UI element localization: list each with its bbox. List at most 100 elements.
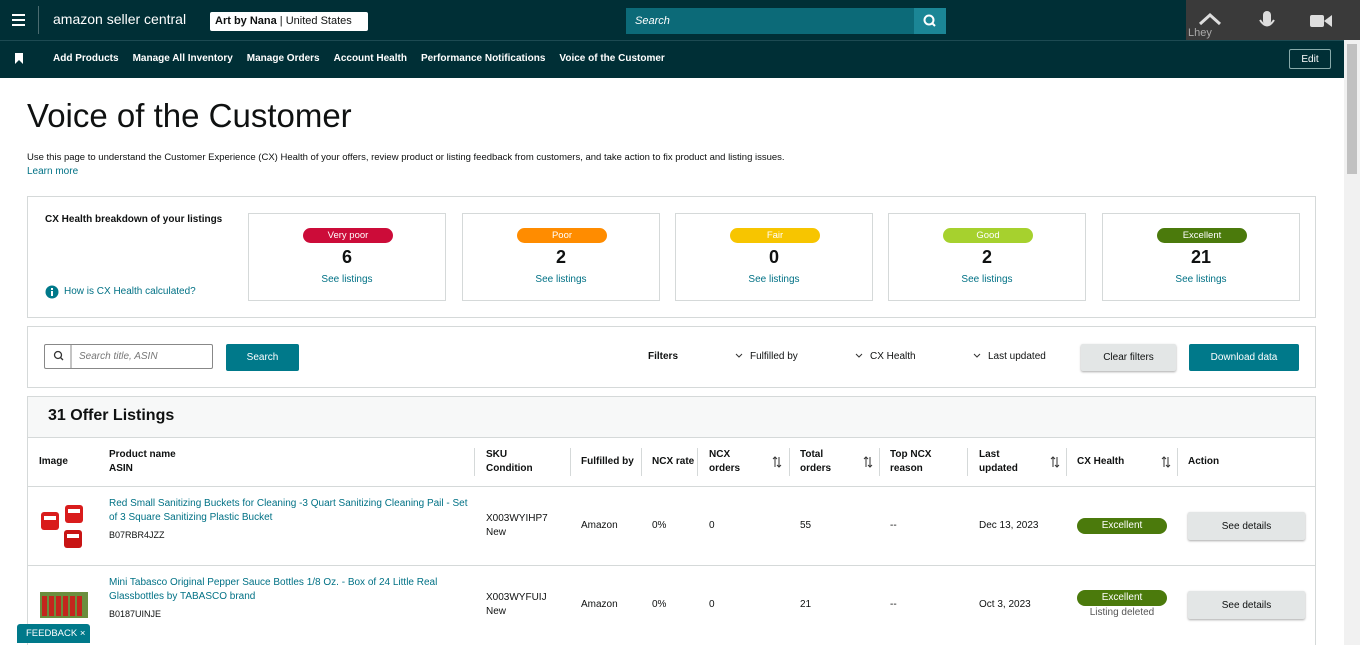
condition: New bbox=[486, 606, 507, 617]
marketplace: United States bbox=[285, 15, 352, 27]
nav-item[interactable]: Voice of the Customer bbox=[559, 53, 665, 64]
page-title: Voice of the Customer bbox=[27, 97, 352, 134]
cx-card: Poor 2 See listings bbox=[462, 213, 660, 301]
column-separator bbox=[697, 448, 698, 476]
cx-link[interactable]: See listings bbox=[321, 274, 373, 285]
search-button[interactable] bbox=[914, 8, 946, 34]
column-header: Action bbox=[1188, 456, 1220, 467]
column-header: Image bbox=[39, 456, 68, 467]
cx-link[interactable]: See listings bbox=[535, 274, 587, 285]
table-title-bar bbox=[28, 397, 1315, 438]
sort-icon[interactable] bbox=[772, 455, 782, 473]
cx-link[interactable]: See listings bbox=[1175, 274, 1227, 285]
store-selector[interactable]: Art by Nana | United States bbox=[210, 12, 368, 31]
nav-bar bbox=[0, 40, 1344, 78]
menu-icon[interactable] bbox=[12, 14, 26, 26]
search-button[interactable]: Search bbox=[226, 344, 299, 371]
feedback-label: FEEDBACK bbox=[26, 628, 78, 639]
download-data[interactable]: Download data bbox=[1189, 344, 1299, 371]
column-header: SKU bbox=[486, 449, 508, 460]
column-separator bbox=[474, 448, 475, 476]
filter-dropdown[interactable]: Fulfilled by bbox=[735, 351, 798, 362]
row-divider bbox=[28, 486, 1315, 487]
cx-help[interactable]: How is CX Health calculated? bbox=[64, 286, 196, 297]
brand[interactable]: amazon seller central bbox=[53, 11, 187, 27]
last-updated: Oct 3, 2023 bbox=[979, 599, 1031, 610]
top-ncx-reason: -- bbox=[890, 599, 897, 610]
column-separator bbox=[641, 448, 642, 476]
learn-more[interactable]: Learn more bbox=[27, 166, 79, 177]
asin: B07RBR4JZZ bbox=[109, 530, 165, 540]
search-box[interactable]: Search title, ASIN bbox=[44, 344, 213, 369]
cx-card: Good 2 See listings bbox=[888, 213, 1086, 301]
call-user: Lhey bbox=[1188, 27, 1212, 39]
product-image bbox=[40, 592, 88, 618]
bookmark-icon[interactable] bbox=[14, 53, 24, 65]
see-details[interactable]: See details bbox=[1188, 512, 1305, 540]
cx-count: 0 bbox=[768, 247, 779, 267]
cx-health-pill: Excellent bbox=[1077, 590, 1167, 606]
cx-count: 6 bbox=[341, 247, 352, 267]
see-details[interactable]: See details bbox=[1188, 591, 1305, 619]
column-header: Total bbox=[800, 449, 824, 460]
sku: X003WYIHP7 bbox=[486, 513, 548, 524]
sort-icon[interactable] bbox=[1050, 455, 1060, 473]
cx-card: Very poor 6 See listings bbox=[248, 213, 446, 301]
clear-filters[interactable]: Clear filters bbox=[1081, 344, 1176, 371]
fulfilled-by: Amazon bbox=[581, 599, 618, 610]
cx-link[interactable]: See listings bbox=[961, 274, 1013, 285]
condition: New bbox=[486, 527, 507, 538]
info-icon bbox=[45, 285, 59, 299]
total-orders: 55 bbox=[800, 520, 812, 531]
column-header: reason bbox=[890, 463, 923, 474]
cx-pill: Fair bbox=[730, 228, 820, 243]
ncx-orders: 0 bbox=[709, 599, 715, 610]
scrollbar[interactable] bbox=[1344, 40, 1360, 645]
row-divider bbox=[28, 565, 1315, 566]
dropdown-label: Fulfilled by bbox=[750, 351, 798, 362]
column-separator bbox=[789, 448, 790, 476]
dropdown-label: Last updated bbox=[988, 351, 1046, 362]
call-overlay: Lhey bbox=[1186, 0, 1360, 42]
cx-health-pill: Excellent bbox=[1077, 518, 1167, 534]
nav-item[interactable]: Add Products bbox=[53, 53, 119, 64]
filter-dropdown[interactable]: Last updated bbox=[973, 351, 1046, 362]
divider bbox=[38, 6, 39, 34]
sort-icon[interactable] bbox=[1161, 455, 1171, 473]
search-input[interactable]: Search bbox=[626, 8, 914, 34]
product-name[interactable]: Mini Tabasco Original Pepper Sauce Bottl… bbox=[109, 577, 438, 602]
total-orders: 21 bbox=[800, 599, 812, 610]
listings-table bbox=[27, 396, 1316, 645]
cx-count: 2 bbox=[981, 247, 992, 267]
store: Art by Nana bbox=[215, 15, 277, 27]
cx-health-panel bbox=[27, 196, 1316, 318]
column-separator bbox=[879, 448, 880, 476]
nav-item[interactable]: Manage All Inventory bbox=[132, 53, 233, 64]
column-header: CX Health bbox=[1077, 456, 1125, 467]
nav-item[interactable]: Account Health bbox=[333, 53, 407, 64]
cx-link[interactable]: See listings bbox=[748, 274, 800, 285]
edit-button[interactable]: Edit bbox=[1289, 49, 1331, 69]
cx-pill: Excellent bbox=[1157, 228, 1247, 243]
ncx-orders: 0 bbox=[709, 520, 715, 531]
filter-panel bbox=[27, 326, 1316, 388]
sku: X003WYFUIJ bbox=[486, 592, 547, 603]
nav-item[interactable]: Manage Orders bbox=[246, 53, 320, 64]
cx-note: Listing deleted bbox=[1089, 607, 1155, 618]
cx-pill: Poor bbox=[517, 228, 607, 243]
column-header: ASIN bbox=[109, 463, 133, 474]
nav-items: Add Products Manage All Inventory Manage O… bbox=[53, 53, 665, 64]
column-header: Product name bbox=[109, 449, 176, 460]
cx-pill: Good bbox=[943, 228, 1033, 243]
column-header: Last bbox=[979, 449, 1000, 460]
nav-item[interactable]: Performance Notifications bbox=[420, 53, 546, 64]
cx-card: Fair 0 See listings bbox=[675, 213, 873, 301]
feedback-tab[interactable]: FEEDBACK × bbox=[17, 624, 90, 643]
product-name[interactable]: Red Small Sanitizing Buckets for Cleanin… bbox=[109, 498, 468, 523]
column-separator bbox=[1177, 448, 1178, 476]
column-separator bbox=[1066, 448, 1067, 476]
dropdown-label: CX Health bbox=[870, 351, 916, 362]
sort-icon[interactable] bbox=[863, 455, 873, 473]
cx-count: 2 bbox=[555, 247, 566, 267]
filter-dropdown[interactable]: CX Health bbox=[855, 351, 916, 362]
